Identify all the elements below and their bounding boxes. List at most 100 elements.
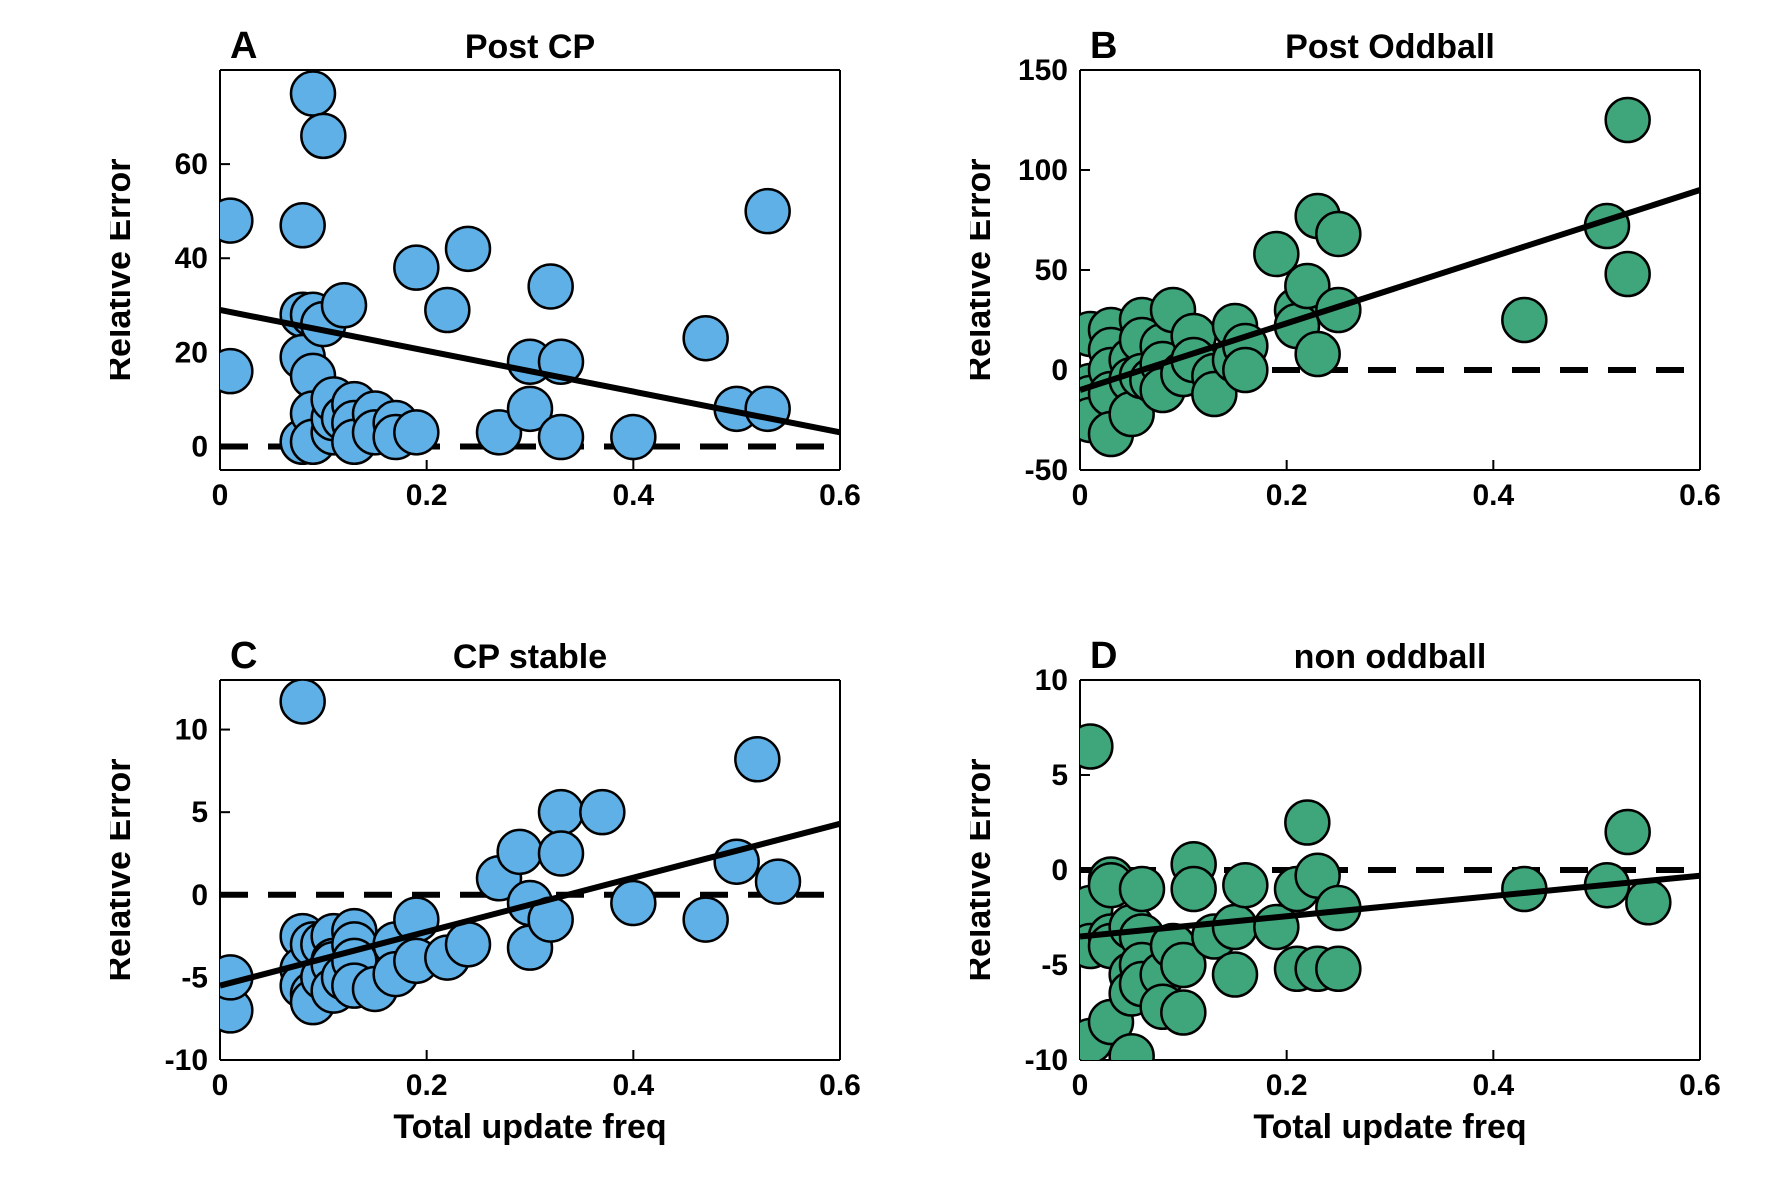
data-point [1120, 867, 1164, 911]
x-axis-label: Total update freq [1253, 1108, 1526, 1146]
data-point [1161, 991, 1205, 1035]
y-tick-label: -5 [1041, 949, 1068, 982]
data-point [580, 790, 624, 834]
x-tick-label: 0.6 [1679, 1069, 1720, 1102]
y-tick-label: 10 [1035, 664, 1068, 697]
y-tick-label: 60 [175, 148, 208, 181]
y-tick-label: -10 [1025, 1044, 1068, 1077]
x-tick-label: 0.2 [406, 479, 448, 512]
data-point [735, 737, 779, 781]
y-tick-label: 150 [1018, 54, 1068, 87]
data-point [281, 203, 325, 247]
x-tick-label: 0.4 [612, 1069, 654, 1102]
x-tick-label: 0.6 [819, 1069, 860, 1102]
panel-letter: D [1090, 635, 1117, 677]
data-point [539, 831, 583, 875]
data-point [446, 227, 490, 271]
data-point [208, 349, 252, 393]
data-point [756, 860, 800, 904]
x-tick-label: 0.2 [406, 1069, 448, 1102]
data-point [322, 283, 366, 327]
x-axis-label: Total update freq [393, 1108, 666, 1146]
panel-svg-b: 00.20.40.6-50050100150Post OddballBRelat… [970, 20, 1720, 530]
y-tick-label: 100 [1018, 154, 1068, 187]
y-axis-label: Relative Error [970, 759, 998, 982]
data-point [1223, 863, 1267, 907]
data-point [291, 72, 335, 116]
data-point [1068, 725, 1112, 769]
x-tick-label: 0.6 [819, 479, 860, 512]
panel-letter: C [230, 635, 257, 677]
data-point [498, 830, 542, 874]
data-point [1502, 298, 1546, 342]
x-tick-label: 0 [1072, 479, 1089, 512]
data-point [1213, 953, 1257, 997]
y-axis-label: Relative Error [110, 159, 138, 382]
data-point [1626, 880, 1670, 924]
data-point [394, 246, 438, 290]
x-tick-label: 0.2 [1266, 1069, 1308, 1102]
data-point [746, 387, 790, 431]
y-tick-label: 50 [1035, 254, 1068, 287]
panel-svg-c: 00.20.40.6-10-50510CP stableCRelative Er… [110, 630, 860, 1160]
y-tick-label: 0 [1051, 354, 1068, 387]
x-tick-label: 0 [212, 479, 229, 512]
data-point [1606, 98, 1650, 142]
data-point [208, 199, 252, 243]
data-point [539, 415, 583, 459]
data-point [1296, 332, 1340, 376]
y-tick-label: 20 [175, 336, 208, 369]
panel-svg-a: 0 0.2 0.4 0.6 0 20 40 60 Post CP A Relative Error [110, 20, 860, 530]
data-point [1606, 810, 1650, 854]
x-tick-label: 0.2 [1266, 479, 1308, 512]
data-point [1172, 867, 1216, 911]
y-tick-label: 0 [191, 879, 208, 912]
y-axis-label: Relative Error [970, 159, 998, 382]
x-tick-label: 0 [212, 1069, 229, 1102]
x-tick-label: 0 [1072, 1069, 1089, 1102]
data-point [281, 679, 325, 723]
y-tick-label: 0 [191, 430, 208, 463]
data-point [1223, 348, 1267, 392]
data-point [529, 264, 573, 308]
panel-title: Post CP [465, 28, 595, 66]
y-tick-label: 0 [1051, 854, 1068, 887]
panel-letter: A [230, 25, 257, 67]
data-point [1316, 212, 1360, 256]
x-tick-label: 0.4 [1472, 479, 1514, 512]
panel-d: 0 0.2 0.4 0.6 -10 -5 0 5 10 non oddball D Relative … [970, 630, 1720, 1160]
data-point [1606, 252, 1650, 296]
panel-b: 00.20.40.6-50050100150Post OddballBRelat… [970, 20, 1720, 530]
y-tick-label: 10 [175, 714, 208, 747]
panel-title: CP stable [453, 638, 607, 676]
data-point [446, 922, 490, 966]
y-tick-label: 5 [191, 796, 208, 829]
panel-title: non oddball [1294, 638, 1487, 676]
y-tick-label: -5 [181, 961, 208, 994]
panel-a: 0 0.2 0.4 0.6 0 20 40 60 Post CP A Relative Error [110, 20, 860, 530]
figure-container: 00.20.40.60204060Post CPARelative Error … [0, 0, 1792, 1191]
data-point [611, 415, 655, 459]
x-tick-label: 0.6 [1679, 479, 1720, 512]
data-point [1285, 801, 1329, 845]
y-tick-label: -10 [165, 1044, 208, 1077]
data-point [684, 898, 728, 942]
panel-c: 00.20.40.6-10-50510CP stableCRelative Er… [110, 630, 860, 1160]
data-point [301, 114, 345, 158]
y-tick-label: 5 [1051, 759, 1068, 792]
data-point [746, 189, 790, 233]
data-point [611, 881, 655, 925]
data-point [1110, 1034, 1154, 1078]
data-point [1316, 947, 1360, 991]
y-tick-label: -50 [1025, 454, 1068, 487]
y-tick-label: 40 [175, 242, 208, 275]
data-point [1213, 905, 1257, 949]
panel-title: Post Oddball [1285, 28, 1495, 66]
data-point [394, 410, 438, 454]
panel-letter: B [1090, 25, 1117, 67]
x-tick-label: 0.4 [612, 479, 654, 512]
panel-svg-d: 0 0.2 0.4 0.6 -10 -5 0 5 10 non oddball D Relative … [970, 630, 1720, 1160]
data-point [684, 316, 728, 360]
x-tick-label: 0.4 [1472, 1069, 1514, 1102]
data-point [539, 790, 583, 834]
